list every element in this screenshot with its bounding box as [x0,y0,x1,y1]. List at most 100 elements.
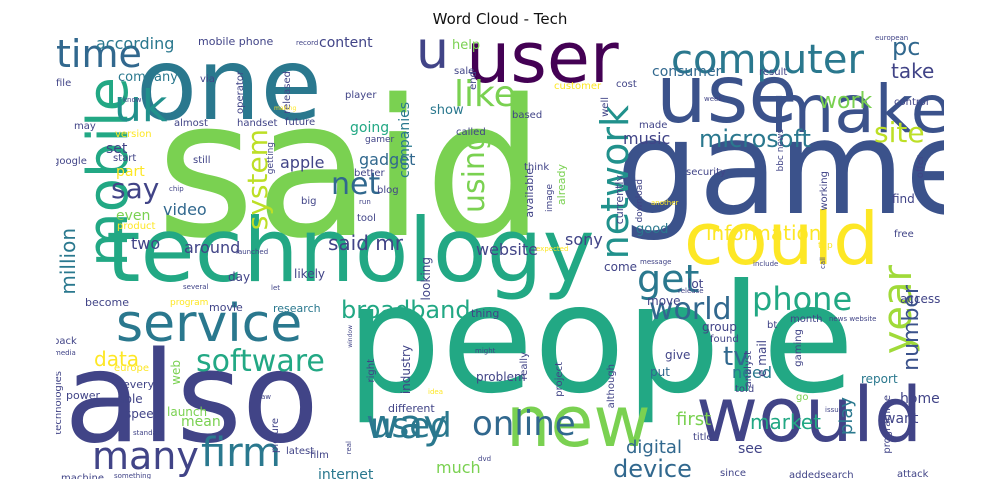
word-every: every [123,378,155,391]
word-said: said [156,59,545,280]
word-one: one [136,35,323,143]
word-company: company [118,70,178,85]
word-sony: sony [565,230,603,249]
word-first: first [676,409,712,430]
word-idea: idea [428,388,443,396]
word-around: around [184,238,241,257]
word-media: media [56,349,76,357]
word-future: future [285,117,316,128]
word-mean: mean [181,414,221,430]
word-digital: digital [626,437,682,458]
word-issue: issue [825,406,843,414]
word-gaming: gaming [793,329,804,367]
word-need: need [732,363,772,382]
word-start: start [113,153,137,164]
word-working: working [819,171,830,211]
word-blog: blog [377,185,399,196]
word-several: several [183,283,209,291]
word-device: device [613,455,692,479]
page-title: Word Cloud - Tech [432,10,568,28]
word-internet: internet [318,467,374,479]
word-give: give [665,348,691,362]
word-video: video [163,200,207,219]
word-program: program [170,298,209,308]
word-broadband: broadband [341,296,471,324]
word-right: right [366,359,377,383]
word-consumer: consumer [652,64,722,80]
word-going: going [350,120,390,136]
word-cost: cost [616,79,637,90]
word-operator: operator [235,71,246,115]
word-home: home [900,391,940,407]
word-people: people [346,253,855,427]
word-attack: attack [897,469,929,480]
word-download: download [635,179,645,223]
word-content: content [319,35,373,51]
word-see: see [738,441,763,457]
word-window: window [347,325,354,348]
word-made: made [639,120,668,131]
word-call: call [819,257,827,270]
word-although: although [606,364,617,409]
word-google: google [56,156,87,167]
word-two: two [131,234,161,253]
word-power: power [66,389,100,402]
word-problem: problem [476,370,526,384]
word-week: week [704,95,723,103]
word-project: project [554,362,565,397]
word-web: web [169,360,183,385]
word-europe: europe [114,363,149,374]
word-looking: looking [419,257,433,301]
word-image: image [545,184,555,213]
word-online: online [472,404,576,444]
word-since: since [720,468,746,479]
word-launch: launch [167,405,208,419]
word-become: become [85,296,130,309]
word-computer: computer [671,37,864,83]
word-part: part [116,164,145,180]
word-let: let [271,284,280,292]
word-well: well [600,97,611,117]
word-many: many [92,434,199,478]
word-different: different [388,402,435,415]
word-work: work [819,89,873,114]
word-film: film [310,450,329,461]
word-likely: likely [294,267,326,281]
word-called: called [456,127,486,138]
word-month: month [790,314,823,325]
word-result: result [759,67,788,78]
word-put: put [650,365,670,379]
word-based: based [512,110,543,121]
word-programme: programme [882,395,893,454]
word-making: making [274,105,297,112]
word-think: think [524,162,550,173]
word-net: net [331,167,381,202]
word-also: also [64,324,319,471]
word-million: million [56,228,80,295]
word-record: record [296,39,319,47]
word-version: version [115,129,152,140]
word-thing: thing [471,307,500,320]
word-bt: bt [767,320,778,331]
word-using: using [457,132,492,214]
word-news-website: news website [829,315,877,323]
word-come: come [604,260,638,274]
word-might: might [475,347,496,355]
word-bbc-news: bbc news [776,129,786,172]
word-like: like [454,74,516,115]
word-dvd: dvd [478,455,492,463]
word-via: via [200,74,215,85]
word-firm: firm [201,430,281,476]
word-end: end [468,71,479,90]
word-phone: phone [752,280,853,318]
word-according: according [96,35,175,53]
word-apple: apple [280,153,325,172]
word-message: message [640,258,672,266]
word-another: another [651,199,679,207]
word-technologies: technologies [56,371,64,435]
word-website: website [476,240,538,259]
word-use: use [656,48,798,141]
word-real: real [345,441,353,455]
word-standard: standard [133,429,165,437]
word-way: way [366,402,447,448]
